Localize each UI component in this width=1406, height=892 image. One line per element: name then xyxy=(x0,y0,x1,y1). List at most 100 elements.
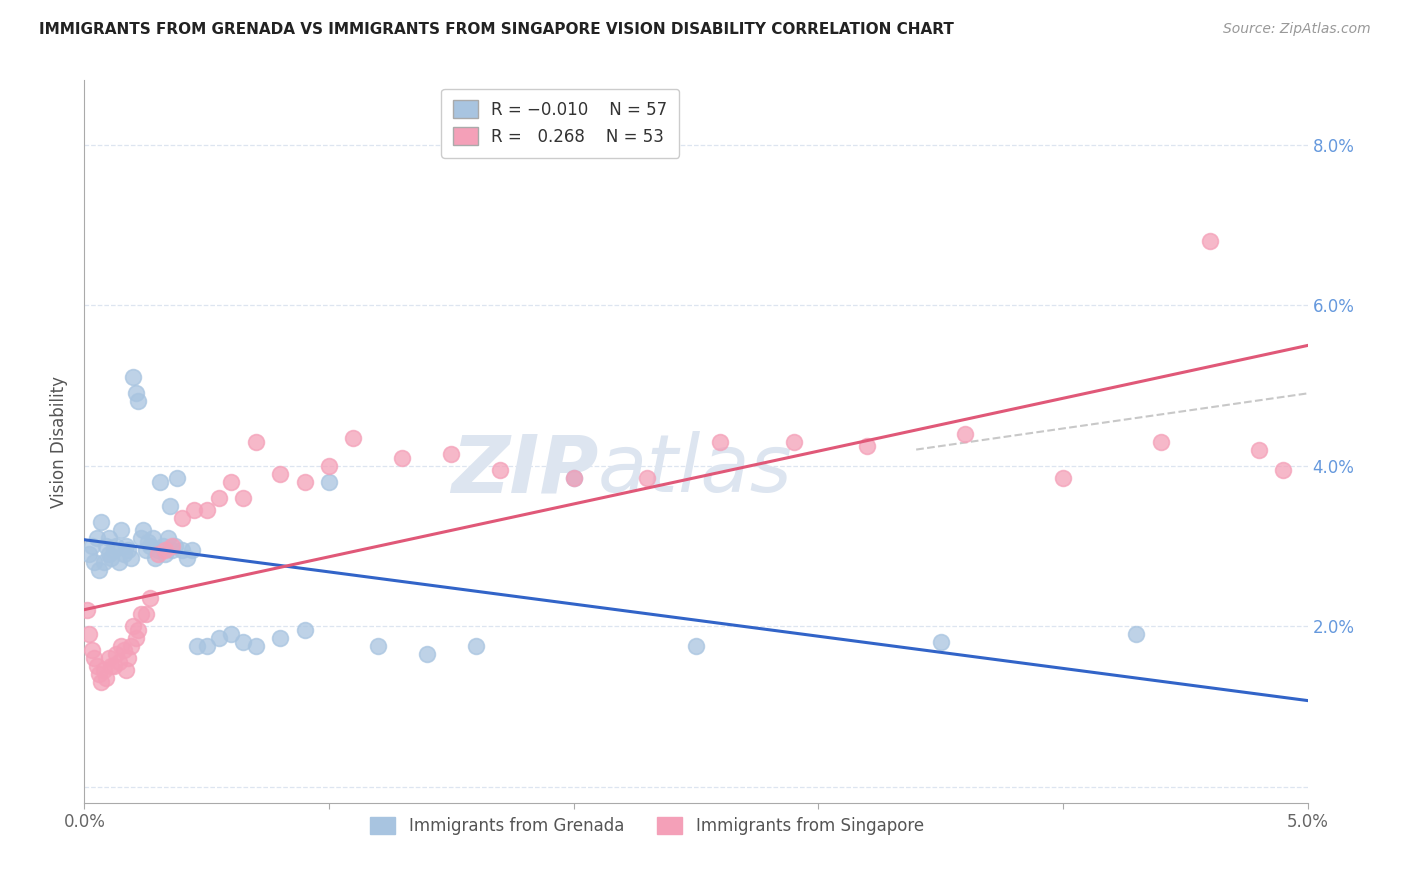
Point xyxy=(77,547,100,561)
Point xyxy=(318,475,340,489)
Point xyxy=(245,639,267,653)
Point xyxy=(76,603,98,617)
Point xyxy=(115,664,138,678)
Point xyxy=(105,539,128,553)
Point xyxy=(120,551,142,566)
Point xyxy=(146,547,169,561)
Point xyxy=(153,547,176,561)
Point xyxy=(127,394,149,409)
Point xyxy=(318,458,340,473)
Point xyxy=(125,632,148,646)
Point xyxy=(367,639,389,653)
Point xyxy=(172,510,194,524)
Point xyxy=(391,450,413,465)
Point xyxy=(132,523,155,537)
Point xyxy=(100,551,122,566)
Point xyxy=(1150,434,1173,449)
Point xyxy=(117,651,139,665)
Point xyxy=(709,434,731,449)
Point xyxy=(166,471,188,485)
Point xyxy=(162,542,184,557)
Point xyxy=(181,542,204,557)
Point xyxy=(127,623,149,637)
Point xyxy=(87,667,110,681)
Point xyxy=(117,542,139,557)
Point xyxy=(1272,462,1295,476)
Point xyxy=(294,475,316,489)
Point xyxy=(110,639,132,653)
Text: atlas: atlas xyxy=(598,432,793,509)
Point xyxy=(112,547,135,561)
Point xyxy=(87,563,110,577)
Point xyxy=(856,438,879,452)
Point xyxy=(149,475,172,489)
Point xyxy=(636,471,658,485)
Point xyxy=(143,551,166,566)
Point xyxy=(129,531,152,545)
Point xyxy=(86,659,108,673)
Point xyxy=(219,475,242,489)
Point xyxy=(86,531,108,545)
Point xyxy=(122,619,145,633)
Point xyxy=(929,635,952,649)
Point xyxy=(80,539,103,553)
Point xyxy=(195,639,218,653)
Point xyxy=(172,542,194,557)
Point xyxy=(96,539,118,553)
Point xyxy=(83,651,105,665)
Point xyxy=(107,655,129,669)
Point xyxy=(93,555,115,569)
Point xyxy=(186,639,208,653)
Point xyxy=(107,555,129,569)
Point xyxy=(97,547,120,561)
Point xyxy=(440,446,463,460)
Point xyxy=(90,675,112,690)
Point xyxy=(80,643,103,657)
Point xyxy=(1052,471,1074,485)
Point xyxy=(96,671,118,685)
Point xyxy=(562,471,585,485)
Point xyxy=(416,648,439,662)
Y-axis label: Vision Disability: Vision Disability xyxy=(51,376,69,508)
Point xyxy=(464,639,486,653)
Point xyxy=(783,434,806,449)
Point xyxy=(232,491,254,505)
Point xyxy=(162,539,184,553)
Point xyxy=(105,648,128,662)
Point xyxy=(115,539,138,553)
Point xyxy=(103,659,125,673)
Point xyxy=(208,491,231,505)
Point xyxy=(685,639,707,653)
Point xyxy=(139,591,162,606)
Point xyxy=(135,542,157,557)
Point xyxy=(93,664,115,678)
Point xyxy=(135,607,157,622)
Point xyxy=(90,515,112,529)
Point xyxy=(129,607,152,622)
Point xyxy=(489,462,512,476)
Point xyxy=(97,531,120,545)
Text: Source: ZipAtlas.com: Source: ZipAtlas.com xyxy=(1223,22,1371,37)
Legend: Immigrants from Grenada, Immigrants from Singapore: Immigrants from Grenada, Immigrants from… xyxy=(364,810,931,841)
Text: ZIP: ZIP xyxy=(451,432,598,509)
Point xyxy=(232,635,254,649)
Point xyxy=(219,627,242,641)
Point xyxy=(120,639,142,653)
Point xyxy=(562,471,585,485)
Point xyxy=(153,542,176,557)
Point xyxy=(342,431,364,445)
Point xyxy=(125,386,148,401)
Point xyxy=(77,627,100,641)
Point xyxy=(294,623,316,637)
Point xyxy=(195,502,218,516)
Point xyxy=(152,539,174,553)
Point xyxy=(269,467,291,481)
Point xyxy=(245,434,267,449)
Point xyxy=(159,499,181,513)
Point xyxy=(953,426,976,441)
Point xyxy=(156,531,179,545)
Point xyxy=(97,651,120,665)
Point xyxy=(139,539,162,553)
Point xyxy=(1125,627,1147,641)
Point xyxy=(1198,234,1220,248)
